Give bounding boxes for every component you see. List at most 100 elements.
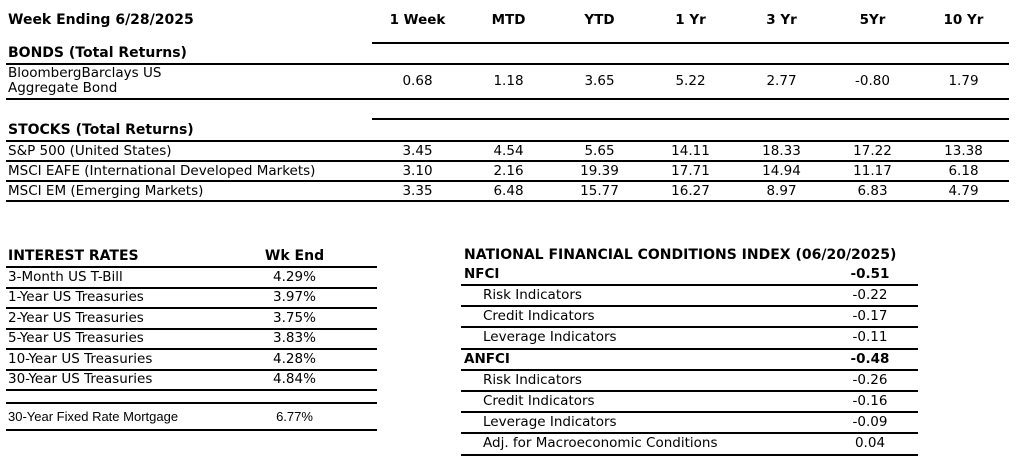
mortgage-rate-label: 30-Year Fixed Rate Mortgage: [6, 402, 239, 431]
bond-label-line1: BloombergBarclays US: [8, 65, 162, 81]
spacer-cell: [350, 247, 377, 268]
bond-row-label: BloombergBarclays US Aggregate Bond: [6, 64, 372, 100]
rate-value: 3.75%: [239, 308, 350, 330]
bond-value-5yr: -0.80: [827, 64, 918, 100]
spacer-cell: [6, 390, 239, 403]
spacer-cell: [350, 287, 377, 309]
stock-value: 3.10: [372, 161, 463, 182]
stock-row-label: S&P 500 (United States): [6, 141, 372, 162]
spacer-cell: [350, 328, 377, 350]
rate-label: 30-Year US Treasuries: [6, 369, 239, 391]
stock-row-label: MSCI EAFE (International Developed Marke…: [6, 161, 372, 182]
table-row: ANFCI -0.48: [461, 348, 918, 371]
stock-value: 6.18: [918, 161, 1009, 182]
nfci-sub-label: Credit Indicators: [461, 306, 822, 329]
table-row: Risk Indicators -0.22: [461, 285, 918, 308]
bond-label-line2: Aggregate Bond: [8, 80, 118, 96]
table-row: 1-Year US Treasuries 3.97%: [6, 287, 377, 309]
table-row: 5-Year US Treasuries 3.83%: [6, 328, 377, 350]
stock-value: 8.97: [736, 181, 827, 202]
bond-value-ytd: 3.65: [554, 64, 645, 100]
column-header-1week: 1 Week: [372, 8, 463, 44]
table-row: 10-Year US Treasuries 4.28%: [6, 349, 377, 371]
table-row: MSCI EAFE (International Developed Marke…: [6, 161, 1009, 182]
performance-header-row: Week Ending 6/28/2025 1 Week MTD YTD 1 Y…: [6, 8, 1009, 44]
spacer-cell: [350, 267, 377, 289]
nfci-sub-label: Credit Indicators: [461, 390, 822, 414]
spacer-cell: [350, 308, 377, 330]
table-row: MSCI EM (Emerging Markets) 3.35 6.48 15.…: [6, 181, 1009, 202]
page-title: Week Ending 6/28/2025: [8, 12, 194, 28]
nfci-sub-label: Risk Indicators: [461, 285, 822, 308]
interest-rates-header-row: INTEREST RATES Wk End: [6, 247, 377, 268]
stock-value: 6.83: [827, 181, 918, 202]
bonds-section-header: BONDS (Total Returns): [6, 43, 1009, 65]
nfci-sub-label: Risk Indicators: [461, 369, 822, 392]
bond-value-1week: 0.68: [372, 64, 463, 100]
rate-label: 2-Year US Treasuries: [6, 308, 239, 330]
nfci-sub-value: 0.04: [822, 433, 918, 456]
table-row: Credit Indicators -0.17: [461, 306, 918, 329]
nfci-table: NATIONAL FINANCIAL CONDITIONS INDEX (06/…: [461, 247, 918, 456]
rate-label: 10-Year US Treasuries: [6, 349, 239, 371]
nfci-sub-value: -0.11: [822, 327, 918, 350]
stock-value: 3.45: [372, 141, 463, 162]
nfci-sub-value: -0.16: [822, 390, 918, 414]
nfci-sub-label: Leverage Indicators: [461, 327, 822, 350]
nfci-sub-value: -0.09: [822, 412, 918, 435]
table-row: 2-Year US Treasuries 3.75%: [6, 308, 377, 330]
mortgage-row: 30-Year Fixed Rate Mortgage 6.77%: [6, 402, 377, 431]
rate-value: 4.29%: [239, 267, 350, 289]
nfci-title-row: NATIONAL FINANCIAL CONDITIONS INDEX (06/…: [461, 247, 918, 264]
table-row: Adj. for Macroeconomic Conditions 0.04: [461, 433, 918, 456]
column-header-mtd: MTD: [463, 8, 554, 44]
stock-value: 6.48: [463, 181, 554, 202]
stock-value: 4.79: [918, 181, 1009, 202]
stock-value: 3.35: [372, 181, 463, 202]
table-row: Risk Indicators -0.26: [461, 369, 918, 392]
stock-value: 17.22: [827, 141, 918, 162]
rate-label: 1-Year US Treasuries: [6, 287, 239, 309]
table-row: Leverage Indicators -0.11: [461, 327, 918, 350]
stocks-section-header: STOCKS (Total Returns): [6, 119, 1009, 142]
stock-value: 17.71: [645, 161, 736, 182]
table-row: STOCKS (Total Returns): [6, 119, 1009, 142]
stock-value: 2.16: [463, 161, 554, 182]
mortgage-rate-value: 6.77%: [239, 402, 350, 431]
anfci-label: ANFCI: [461, 348, 822, 371]
table-row: S&P 500 (United States) 3.45 4.54 5.65 1…: [6, 141, 1009, 162]
rate-value: 4.28%: [239, 349, 350, 371]
column-header-5yr: 5Yr: [827, 8, 918, 44]
rate-value: 3.83%: [239, 328, 350, 350]
stock-value: 14.11: [645, 141, 736, 162]
table-row: BloombergBarclays US Aggregate Bond 0.68…: [6, 64, 1009, 100]
table-row: Leverage Indicators -0.09: [461, 412, 918, 435]
bond-value-mtd: 1.18: [463, 64, 554, 100]
bond-value-3yr: 2.77: [736, 64, 827, 100]
spacer-cell: [350, 369, 377, 391]
nfci-sub-value: -0.22: [822, 285, 918, 308]
rate-label: 3-Month US T-Bill: [6, 267, 239, 289]
stock-value: 13.38: [918, 141, 1009, 162]
table-row: 3-Month US T-Bill 4.29%: [6, 267, 377, 289]
nfci-sub-label: Leverage Indicators: [461, 412, 822, 435]
nfci-sub-value: -0.17: [822, 306, 918, 329]
column-header-10yr: 10 Yr: [918, 8, 1009, 44]
nfci-value: -0.51: [822, 264, 918, 286]
spacer-cell: [350, 349, 377, 371]
table-row: 30-Year US Treasuries 4.84%: [6, 369, 377, 391]
column-header-ytd: YTD: [554, 8, 645, 44]
stock-value: 16.27: [645, 181, 736, 202]
nfci-sub-value: -0.26: [822, 369, 918, 392]
stock-value: 19.39: [554, 161, 645, 182]
stock-value: 5.65: [554, 141, 645, 162]
spacer-cell: [239, 390, 350, 403]
column-header-1yr: 1 Yr: [645, 8, 736, 44]
stock-value: 11.17: [827, 161, 918, 182]
interest-rates-table: INTEREST RATES Wk End 3-Month US T-Bill …: [6, 247, 377, 431]
nfci-table-title: NATIONAL FINANCIAL CONDITIONS INDEX (06/…: [464, 247, 897, 263]
interest-rates-title: INTEREST RATES: [6, 247, 239, 268]
spacer-cell: [372, 99, 1009, 120]
stock-value: 15.77: [554, 181, 645, 202]
stock-value: 4.54: [463, 141, 554, 162]
